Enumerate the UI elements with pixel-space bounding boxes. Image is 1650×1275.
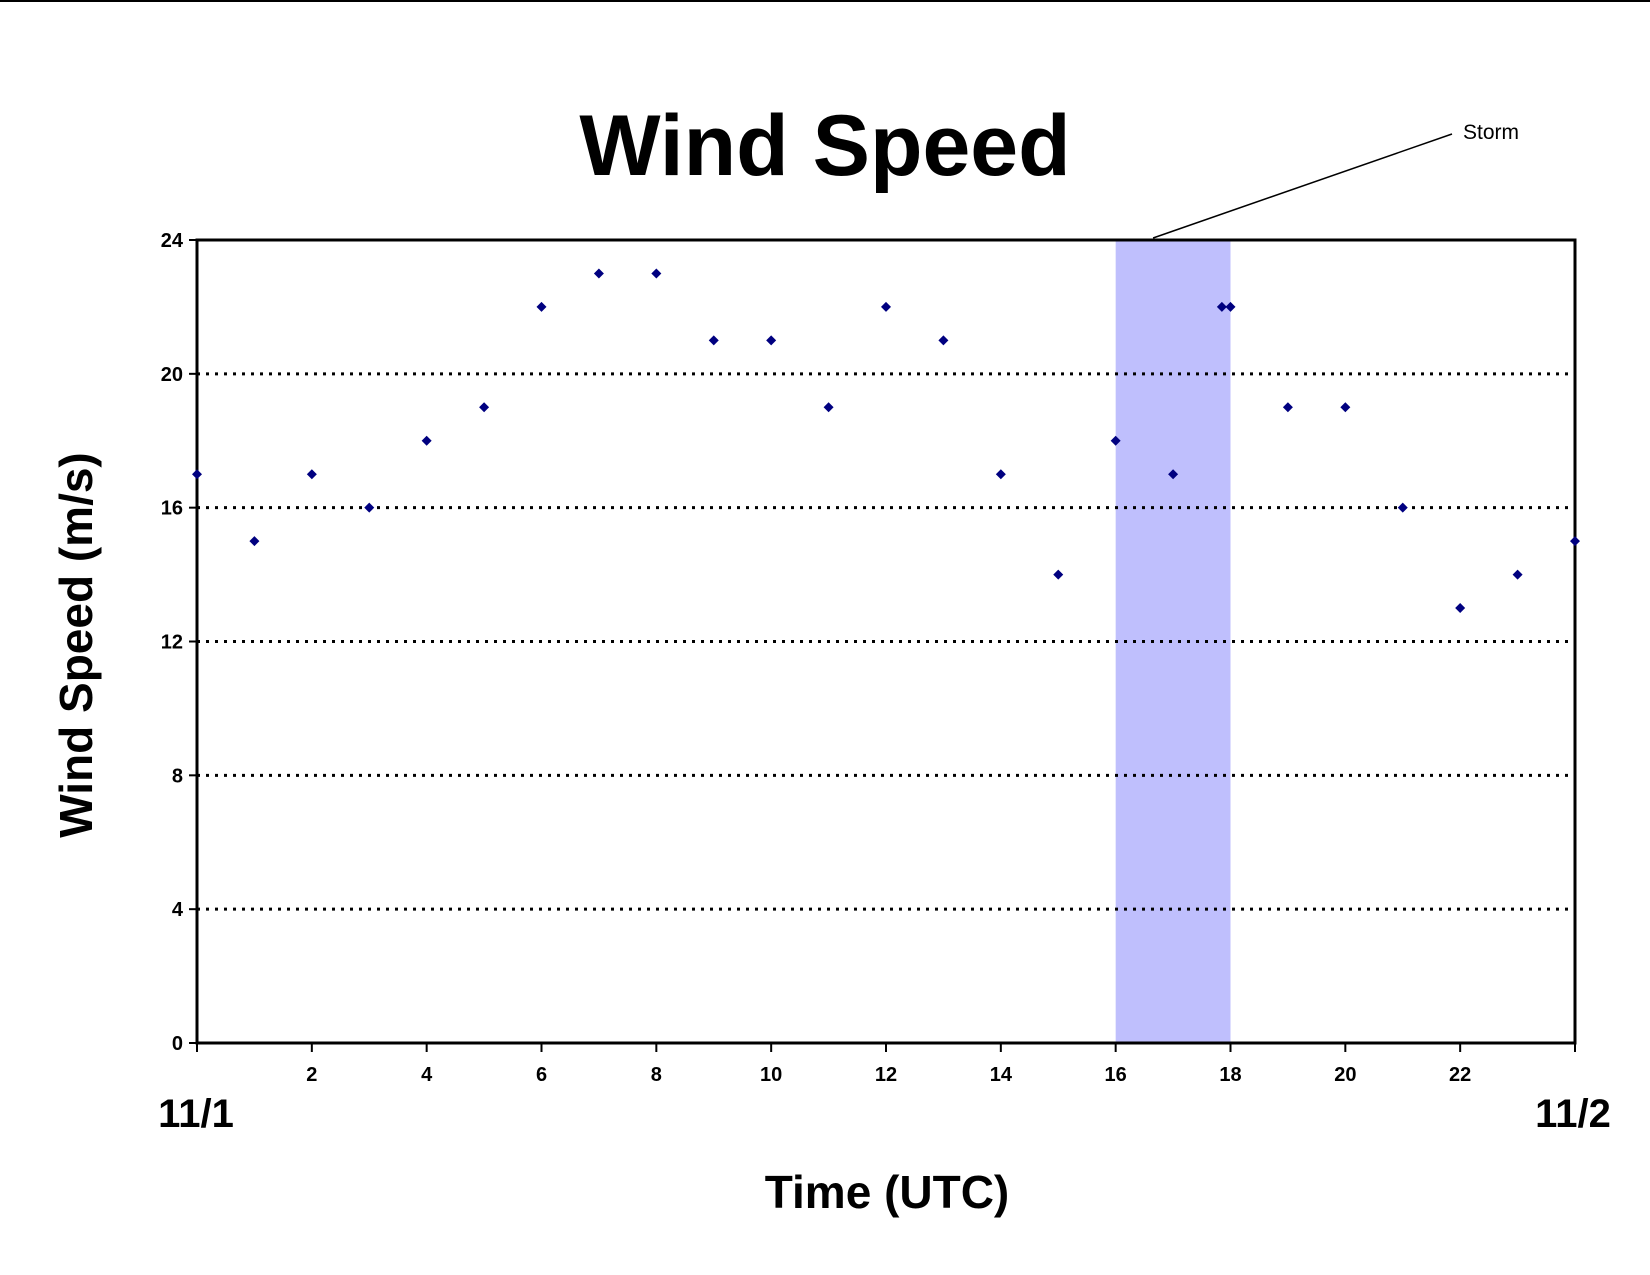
top-border-line — [0, 0, 1650, 2]
data-point-15 — [1053, 569, 1064, 580]
data-point-8 — [651, 268, 662, 279]
end-date-label: 11/2 — [1535, 1092, 1611, 1136]
start-date-label: 11/1 — [158, 1092, 234, 1136]
data-point-16 — [1110, 435, 1121, 446]
data-point-0 — [192, 469, 202, 480]
data-point-19 — [1225, 301, 1236, 312]
data-point-20 — [1282, 402, 1293, 413]
data-point-11 — [823, 402, 834, 413]
x-tick-label-4: 4 — [421, 1064, 433, 1086]
storm-annotation-label: Storm — [1463, 121, 1519, 144]
x-tick-label-14: 14 — [990, 1064, 1013, 1086]
data-points — [192, 268, 1580, 614]
y-tick-label-24: 24 — [161, 230, 184, 252]
x-tick-label-18: 18 — [1219, 1064, 1241, 1086]
data-point-5 — [479, 402, 490, 413]
y-tick-label-8: 8 — [172, 765, 183, 787]
storm-shaded-region — [1115, 240, 1231, 1043]
y-axis-title: Wind Speed (m/s) — [50, 452, 102, 838]
y-tick-label-12: 12 — [161, 632, 183, 654]
y-axis-ticks: 0 4 8 12 16 20 24 — [161, 230, 197, 1055]
data-point-13 — [938, 335, 949, 346]
data-point-24 — [1512, 569, 1523, 580]
data-point-6 — [536, 301, 547, 312]
data-point-1 — [249, 536, 260, 547]
y-tick-label-16: 16 — [161, 498, 183, 520]
x-tick-label-12: 12 — [875, 1064, 897, 1086]
data-point-18 — [1216, 301, 1227, 312]
x-tick-label-2: 2 — [306, 1064, 317, 1086]
x-tick-label-20: 20 — [1334, 1064, 1356, 1086]
x-axis-title: Time (UTC) — [765, 1166, 1010, 1218]
x-tick-label-22: 22 — [1449, 1064, 1471, 1086]
x-tick-label-6: 6 — [536, 1064, 547, 1086]
data-point-22 — [1397, 502, 1408, 513]
data-point-12 — [881, 301, 891, 312]
x-tick-label-16: 16 — [1105, 1064, 1127, 1086]
data-point-7 — [593, 268, 604, 279]
data-point-3 — [364, 502, 375, 513]
x-tick-label-8: 8 — [651, 1064, 662, 1086]
data-point-9 — [708, 335, 719, 346]
data-point-23 — [1455, 603, 1466, 614]
data-point-14 — [995, 469, 1006, 480]
data-point-17 — [1168, 469, 1179, 480]
data-point-2 — [306, 469, 317, 480]
y-tick-label-20: 20 — [161, 364, 183, 386]
x-tick-label-10: 10 — [760, 1064, 782, 1086]
data-point-21 — [1340, 402, 1351, 413]
x-axis-ticks: 2 4 6 8 10 12 14 16 18 20 22 — [196, 1043, 1576, 1086]
data-point-25 — [1570, 536, 1580, 547]
chart-title: Wind Speed — [579, 98, 1070, 194]
grid-lines — [197, 372, 1575, 911]
data-point-10 — [766, 335, 777, 346]
storm-annotation-leader-line — [1152, 133, 1453, 239]
y-tick-label-4: 4 — [172, 899, 184, 921]
y-tick-label-0: 0 — [172, 1033, 183, 1055]
data-point-4 — [421, 435, 432, 446]
